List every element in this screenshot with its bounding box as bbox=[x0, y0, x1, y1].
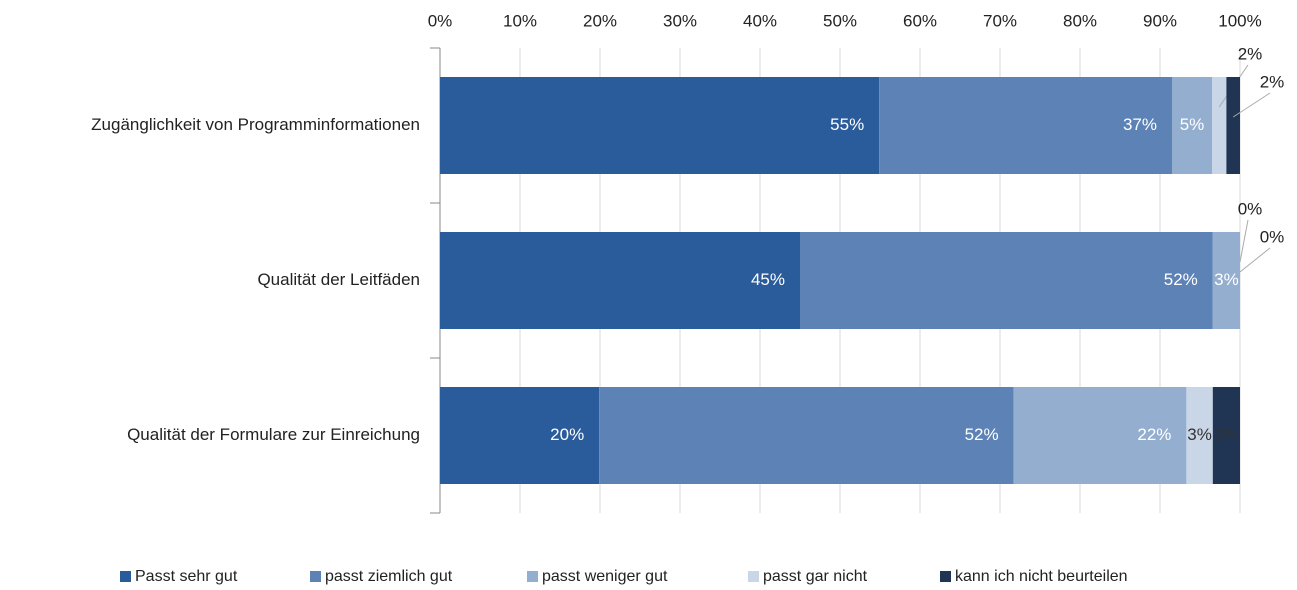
legend-swatch bbox=[527, 571, 538, 582]
bar-segment bbox=[800, 232, 1213, 329]
bar-segment bbox=[440, 77, 880, 174]
x-tick-label: 90% bbox=[1143, 11, 1177, 30]
data-label: 0% bbox=[1238, 199, 1263, 218]
x-tick-label: 20% bbox=[583, 11, 617, 30]
legend-label: kann ich nicht beurteilen bbox=[955, 568, 1128, 585]
category-label: Zugänglichkeit von Programminformationen bbox=[91, 115, 420, 134]
bar-segment bbox=[440, 387, 600, 484]
legend-swatch bbox=[940, 571, 951, 582]
x-tick-label: 0% bbox=[428, 11, 453, 30]
data-label: 3% bbox=[1187, 425, 1212, 444]
bar-segment bbox=[1212, 387, 1240, 484]
bar-segment bbox=[1186, 387, 1213, 484]
bar-segment bbox=[1172, 77, 1212, 174]
x-tick-label: 60% bbox=[903, 11, 937, 30]
bar-segment bbox=[1212, 77, 1227, 174]
legend-swatch bbox=[310, 571, 321, 582]
data-label: 22% bbox=[1137, 425, 1171, 444]
data-label: 2% bbox=[1260, 72, 1285, 91]
bar-segment bbox=[440, 232, 800, 329]
x-tick-label: 40% bbox=[743, 11, 777, 30]
x-tick-label: 80% bbox=[1063, 11, 1097, 30]
data-label: 3% bbox=[1214, 425, 1239, 444]
x-tick-label: 10% bbox=[503, 11, 537, 30]
leader-line bbox=[1239, 247, 1271, 273]
data-label: 45% bbox=[751, 270, 785, 289]
data-label: 20% bbox=[550, 425, 584, 444]
data-label: 52% bbox=[1164, 270, 1198, 289]
legend-label: passt ziemlich gut bbox=[325, 568, 453, 585]
legend-label: passt weniger gut bbox=[542, 568, 668, 585]
data-label: 5% bbox=[1180, 115, 1205, 134]
bar-segment bbox=[1013, 387, 1187, 484]
data-label: 55% bbox=[830, 115, 864, 134]
legend-swatch bbox=[748, 571, 759, 582]
data-label: 37% bbox=[1123, 115, 1157, 134]
bar-segment bbox=[1212, 232, 1240, 329]
x-tick-label: 100% bbox=[1218, 11, 1261, 30]
leader-line bbox=[1239, 219, 1249, 263]
data-label: 2% bbox=[1238, 44, 1263, 63]
category-label: Qualität der Formulare zur Einreichung bbox=[127, 425, 420, 444]
bar-segment bbox=[879, 77, 1172, 174]
category-label: Qualität der Leitfäden bbox=[257, 270, 420, 289]
data-label: 0% bbox=[1260, 227, 1285, 246]
x-tick-label: 50% bbox=[823, 11, 857, 30]
bar-segment bbox=[1226, 77, 1240, 174]
legend-label: passt gar nicht bbox=[763, 568, 868, 585]
bar-segment bbox=[599, 387, 1014, 484]
data-label: 52% bbox=[965, 425, 999, 444]
x-tick-label: 70% bbox=[983, 11, 1017, 30]
data-label: 3% bbox=[1214, 270, 1239, 289]
legend-swatch bbox=[120, 571, 131, 582]
x-tick-label: 30% bbox=[663, 11, 697, 30]
leader-line bbox=[1232, 92, 1271, 118]
legend-label: Passt sehr gut bbox=[135, 568, 238, 585]
